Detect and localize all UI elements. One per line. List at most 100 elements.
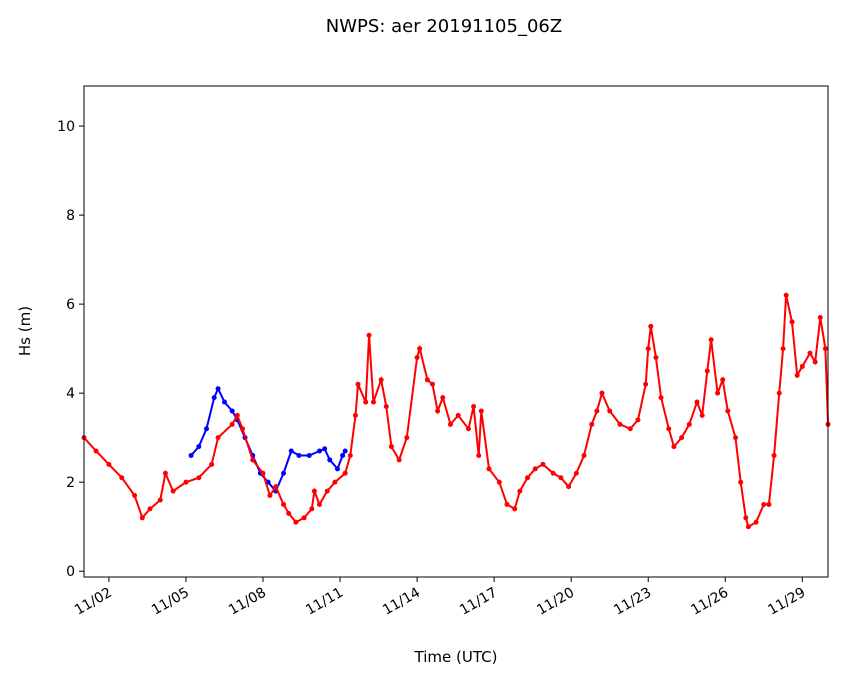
data-point bbox=[589, 421, 595, 427]
data-point bbox=[532, 466, 538, 472]
data-point bbox=[327, 457, 333, 463]
data-point bbox=[347, 452, 353, 458]
data-point bbox=[699, 412, 705, 418]
data-point bbox=[334, 466, 340, 472]
data-point bbox=[635, 417, 641, 423]
data-point bbox=[306, 452, 312, 458]
data-point bbox=[324, 488, 330, 494]
data-point bbox=[789, 319, 795, 325]
data-point bbox=[147, 506, 153, 512]
data-point bbox=[745, 524, 751, 530]
data-point bbox=[794, 372, 800, 378]
data-point bbox=[599, 390, 605, 396]
data-point bbox=[686, 421, 692, 427]
data-point bbox=[455, 412, 461, 418]
data-point bbox=[288, 448, 294, 454]
y-tick-label: 8 bbox=[66, 208, 75, 224]
x-tick-label: 11/11 bbox=[303, 585, 346, 619]
data-point bbox=[617, 421, 623, 427]
data-point bbox=[476, 452, 482, 458]
data-point bbox=[293, 519, 299, 525]
data-point bbox=[363, 399, 369, 405]
data-point bbox=[229, 408, 235, 414]
data-point bbox=[267, 493, 273, 499]
chart-title: NWPS: aer 20191105_06Z bbox=[326, 16, 562, 37]
data-point bbox=[440, 395, 446, 401]
data-point bbox=[725, 408, 731, 414]
data-point bbox=[504, 501, 510, 507]
x-tick-label: 11/05 bbox=[149, 585, 192, 619]
data-point bbox=[139, 515, 145, 521]
data-point bbox=[209, 461, 215, 467]
data-point bbox=[783, 292, 789, 298]
data-point bbox=[671, 444, 677, 450]
data-point bbox=[211, 395, 217, 401]
data-point bbox=[317, 501, 323, 507]
data-point bbox=[822, 346, 828, 352]
data-point bbox=[708, 337, 714, 343]
data-point bbox=[234, 412, 240, 418]
y-tick-label: 4 bbox=[66, 386, 75, 402]
data-point bbox=[281, 501, 287, 507]
data-point bbox=[666, 426, 672, 432]
data-point bbox=[93, 448, 99, 454]
data-point bbox=[581, 452, 587, 458]
data-point bbox=[471, 404, 477, 410]
data-point bbox=[648, 323, 654, 329]
data-point bbox=[396, 457, 402, 463]
data-point bbox=[645, 346, 651, 352]
data-point bbox=[558, 475, 564, 481]
data-point bbox=[378, 377, 384, 383]
data-point bbox=[383, 404, 389, 410]
data-point bbox=[817, 314, 823, 320]
data-point bbox=[720, 377, 726, 383]
data-point bbox=[743, 515, 749, 521]
data-point bbox=[309, 506, 315, 512]
data-point bbox=[296, 452, 302, 458]
x-tick-label: 11/26 bbox=[688, 585, 731, 619]
y-tick-label: 2 bbox=[66, 475, 75, 491]
data-point bbox=[512, 506, 518, 512]
y-tick-label: 6 bbox=[66, 297, 75, 313]
data-point bbox=[694, 399, 700, 405]
data-point bbox=[250, 457, 256, 463]
data-point bbox=[229, 421, 235, 427]
data-point bbox=[594, 408, 600, 414]
data-point bbox=[738, 479, 744, 485]
data-point bbox=[753, 519, 759, 525]
data-point bbox=[643, 381, 649, 387]
y-tick-label: 10 bbox=[57, 119, 75, 135]
data-point bbox=[286, 510, 292, 516]
data-point bbox=[424, 377, 430, 383]
data-point bbox=[342, 470, 348, 476]
data-point bbox=[486, 466, 492, 472]
axes-frame bbox=[83, 85, 829, 578]
data-point bbox=[679, 435, 685, 441]
series-line bbox=[190, 386, 347, 493]
x-tick-label: 11/20 bbox=[534, 585, 577, 619]
data-point bbox=[404, 435, 410, 441]
data-point bbox=[215, 435, 221, 441]
data-point bbox=[733, 435, 739, 441]
data-point bbox=[550, 470, 556, 476]
x-tick-label: 11/29 bbox=[765, 585, 808, 619]
data-point bbox=[342, 448, 348, 454]
data-point bbox=[352, 412, 358, 418]
data-point bbox=[317, 448, 323, 454]
data-point bbox=[215, 386, 221, 392]
data-point bbox=[417, 346, 423, 352]
data-point bbox=[370, 399, 376, 405]
y-axis-label: Hs (m) bbox=[16, 306, 34, 356]
data-point bbox=[388, 444, 394, 450]
y-tick-label: 0 bbox=[66, 564, 75, 580]
data-point bbox=[627, 426, 633, 432]
data-point bbox=[607, 408, 613, 414]
data-point bbox=[566, 484, 572, 490]
data-point bbox=[430, 381, 436, 387]
data-point bbox=[281, 470, 287, 476]
data-point bbox=[573, 470, 579, 476]
data-point bbox=[188, 452, 194, 458]
data-point bbox=[766, 501, 772, 507]
data-point bbox=[119, 475, 125, 481]
